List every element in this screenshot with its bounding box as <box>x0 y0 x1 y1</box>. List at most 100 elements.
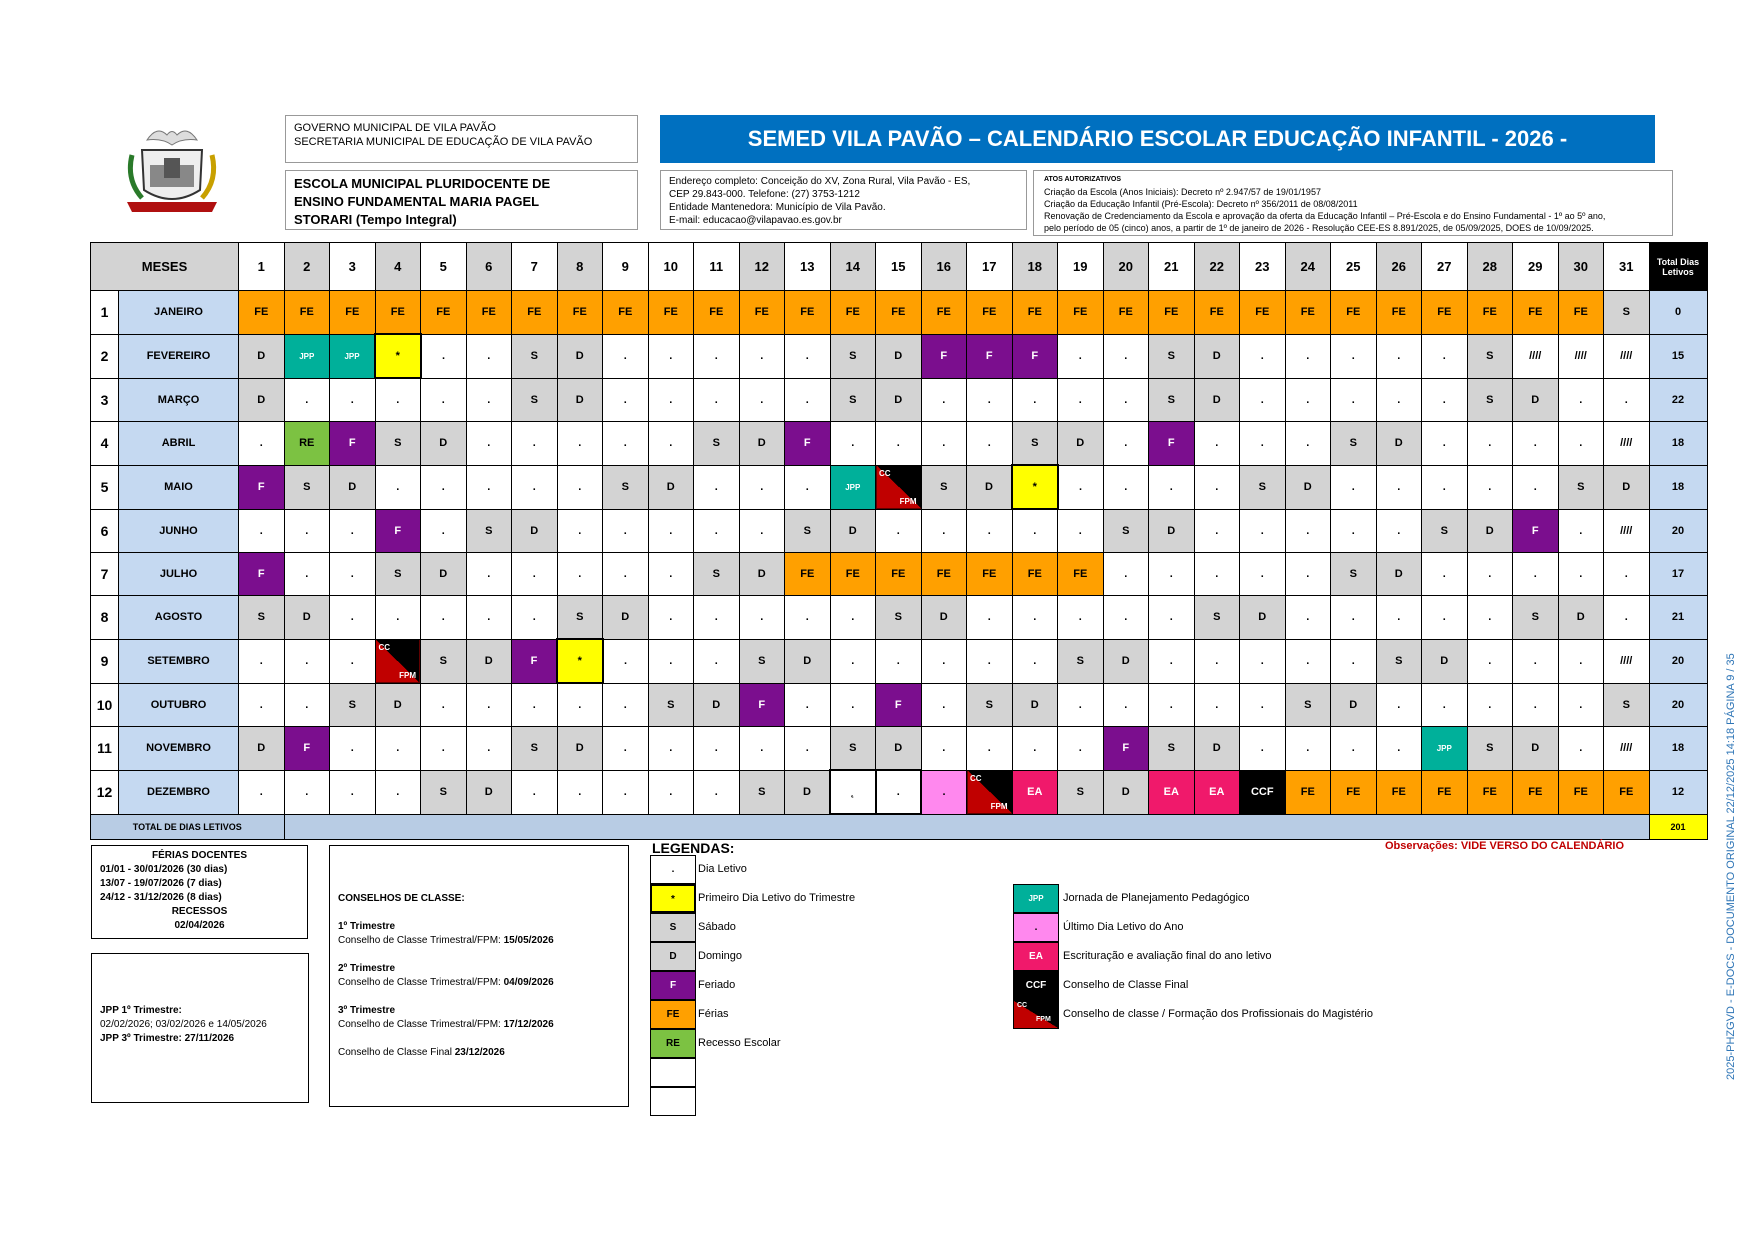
day-cell: D <box>784 769 831 815</box>
legend-label-ferias: Férias <box>698 1008 729 1020</box>
month-name: AGOSTO <box>118 595 239 640</box>
day-cell: . <box>420 377 467 422</box>
tri2-line: Conselho de Classe Trimestral/FPM: 04/09… <box>338 976 620 990</box>
month-name: JANEIRO <box>118 290 239 335</box>
day-cell: . <box>1284 552 1331 596</box>
day-cell: . <box>1011 595 1058 640</box>
day-cell: F <box>238 464 285 510</box>
day-cell: . <box>1466 638 1513 684</box>
month-row: 6 JUNHO... F. S D..... S D..... S D..... S D F.////… <box>90 508 1708 553</box>
jpp-t3: JPP 3º Trimestre: 27/11/2026 <box>100 1033 235 1044</box>
day-cell: . <box>920 682 967 727</box>
day-header: 10 <box>647 242 694 291</box>
day-cell: . <box>1557 682 1604 727</box>
day-cell: //// <box>1603 508 1650 553</box>
day-cell: . <box>1102 682 1149 727</box>
legend-cc-text: CC <box>1017 1002 1028 1009</box>
day-cell: FE <box>1375 769 1422 815</box>
day-cell: . <box>693 726 740 771</box>
day-cell: . <box>238 421 285 466</box>
calendar-table: MESES 1 2 3 4 5 6 7 8 9 10 11 12 13 14 15 16 17 18 19 20 21 22… <box>90 242 1708 840</box>
month-name: JULHO <box>118 552 239 596</box>
month-row: 9 SETEMBRO... CC FPM S D F *... S D..... S D..... S D… <box>90 638 1708 684</box>
day-header: 25 <box>1330 242 1377 291</box>
day-cell: S <box>1330 552 1377 596</box>
day-cell: . <box>1330 377 1377 422</box>
tri1-text: Conselho de Classe Trimestral/FPM: <box>338 935 504 946</box>
day-cell: S <box>511 333 558 379</box>
day-cell: . <box>1421 464 1468 510</box>
day-header: 20 <box>1102 242 1149 291</box>
day-cell: //// <box>1603 726 1650 771</box>
month-total: 20 <box>1648 508 1708 553</box>
month-total: 0 <box>1648 290 1708 335</box>
day-cell: . <box>374 726 421 771</box>
day-cell: F <box>875 682 922 727</box>
day-cell: D <box>1102 769 1149 815</box>
day-cell: . <box>874 769 922 815</box>
day-cell: . <box>1102 464 1149 510</box>
day-cell: S <box>556 595 603 640</box>
day-cell: . <box>1375 377 1422 422</box>
day-cell: . <box>283 638 330 684</box>
legend-label-sabado: Sábado <box>698 921 736 933</box>
day-cell: D <box>1466 508 1513 553</box>
page-title: SEMED VILA PAVÃO – CALENDÁRIO ESCOLAR ED… <box>660 115 1655 163</box>
day-cell: . <box>920 377 967 422</box>
day-header: 19 <box>1057 242 1104 291</box>
day-cell: S <box>875 595 922 640</box>
day-cell: . <box>1330 464 1377 510</box>
legend-swatch-empty-1 <box>650 1058 696 1087</box>
day-cell: . <box>465 421 512 466</box>
day-cell: . <box>829 421 876 466</box>
day-cell: . <box>1421 333 1468 379</box>
day-cell: CC FPM <box>875 464 922 510</box>
day-cell: . <box>647 638 694 684</box>
legend-swatch-ultimo-dia: . <box>1013 913 1059 942</box>
day-cell: . <box>602 333 649 379</box>
day-cell: FE <box>966 290 1013 335</box>
day-header: 17 <box>966 242 1013 291</box>
atos-title: ATOS AUTORIZATIVOS <box>1044 176 1122 183</box>
total-row: TOTAL DE DIAS LETIVOS 201 <box>90 813 1708 840</box>
day-cell: . <box>1421 552 1468 596</box>
tri2-text: Conselho de Classe Trimestral/FPM: <box>338 977 504 988</box>
day-cell: . <box>465 333 512 379</box>
day-cell: . <box>329 508 376 553</box>
day-cell: . <box>693 595 740 640</box>
day-cell: S <box>966 682 1013 727</box>
day-header: 14 <box>829 242 876 291</box>
day-cell: . <box>602 769 649 815</box>
gov-line-2: SECRETARIA MUNICIPAL DE EDUCAÇÃO DE VILA… <box>294 136 593 148</box>
day-cell: F <box>511 638 558 684</box>
day-cell: . <box>556 552 603 596</box>
day-cell: * <box>556 638 604 684</box>
day-cell: D <box>693 682 740 727</box>
day-cell: F <box>738 682 785 727</box>
day-cell: FE <box>556 290 603 335</box>
day-cell: . <box>966 508 1013 553</box>
ferias-line-2: 13/07 - 19/07/2026 (7 dias) <box>100 878 222 889</box>
gov-line-1: GOVERNO MUNICIPAL DE VILA PAVÃO <box>294 122 496 134</box>
day-cell: S <box>511 377 558 422</box>
day-cell: CCF <box>1239 769 1286 815</box>
day-cell: FE <box>1375 290 1422 335</box>
day-cell: . <box>784 464 831 510</box>
day-cell: FE <box>1512 769 1559 815</box>
day-cell: S <box>238 595 285 640</box>
day-cell: . <box>1239 552 1286 596</box>
month-row: 8 AGOSTO S D..... S D..... S D..... S D..... S D. 21 <box>90 595 1708 640</box>
day-cell: . <box>1284 377 1331 422</box>
day-cell: . <box>374 595 421 640</box>
month-number: 9 <box>90 638 119 684</box>
day-cell: FE <box>829 290 876 335</box>
day-cell: . <box>602 508 649 553</box>
day-cell: . <box>374 464 421 510</box>
day-cell: F <box>238 552 285 596</box>
day-cell: . <box>420 333 467 379</box>
day-cell: . <box>420 595 467 640</box>
day-cell: . <box>1057 377 1104 422</box>
day-cell: . <box>1193 682 1240 727</box>
month-row: 2 FEVEREIRO D JPP JPP *.. S D..... S D F F F.. S D....… <box>90 333 1708 379</box>
day-cell: . <box>1148 464 1195 510</box>
